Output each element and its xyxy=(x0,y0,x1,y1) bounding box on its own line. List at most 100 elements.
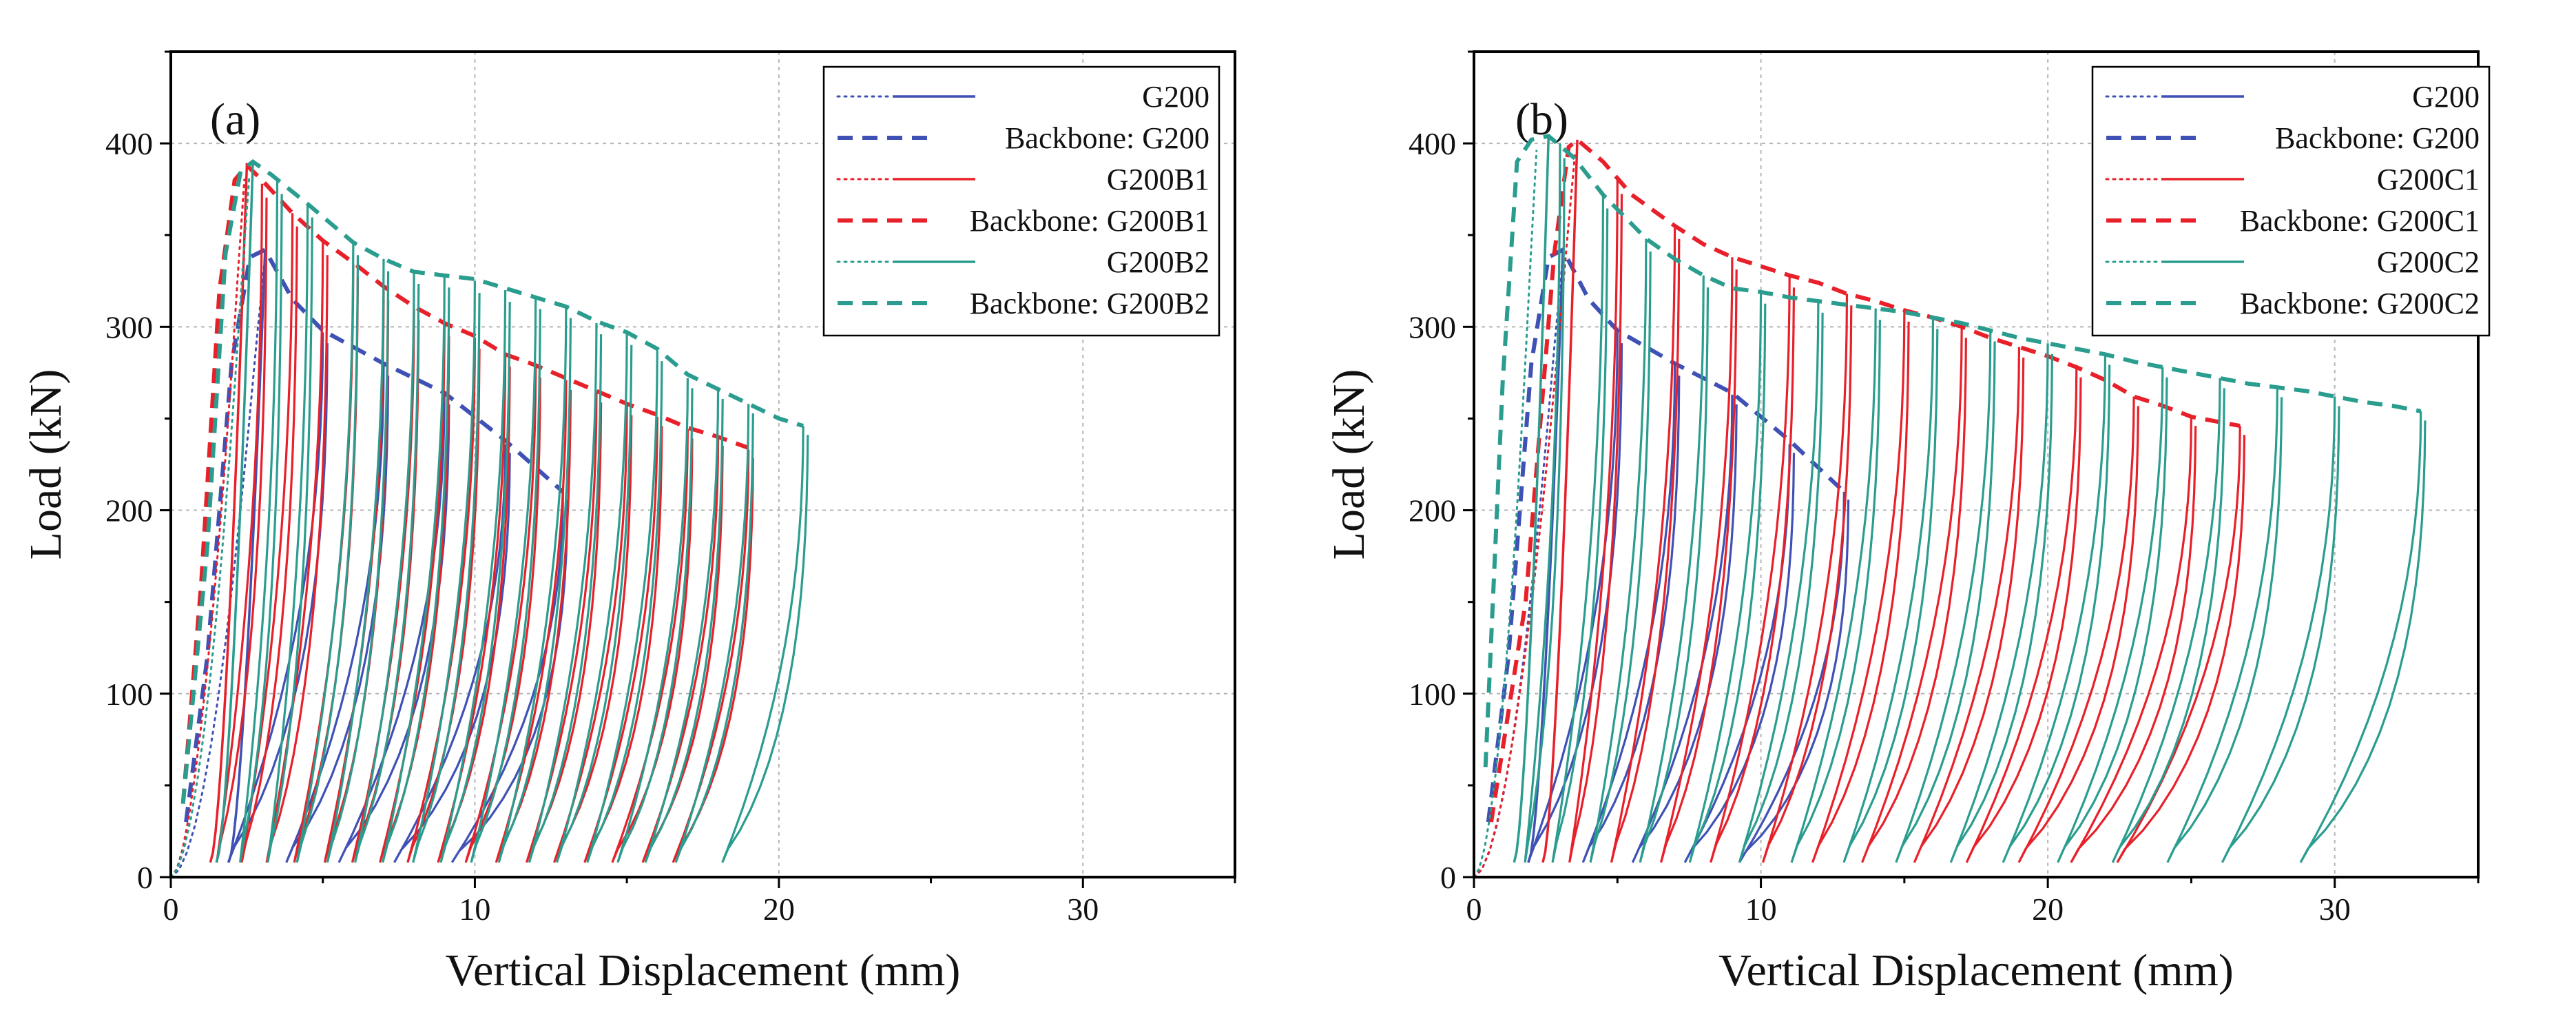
cycle-loop xyxy=(2070,416,2197,863)
plot-frame xyxy=(169,50,1236,878)
cycle-loop xyxy=(553,405,633,863)
cycle-loop xyxy=(1660,257,1738,863)
y-axis-title: Load (kN) xyxy=(1324,369,1374,560)
cycle-loop xyxy=(379,325,450,863)
legend-item: Backbone: G200C2 xyxy=(2106,287,2480,320)
cycle-loop xyxy=(295,242,360,863)
monotonic-curve xyxy=(171,261,266,877)
cycle-loop xyxy=(2002,354,2111,863)
legend-label: G200C1 xyxy=(2377,163,2480,196)
cycle-loop xyxy=(1688,291,1767,863)
y-tick-label: 400 xyxy=(1409,126,1456,161)
legend-item: Backbone: G200B2 xyxy=(838,287,1209,320)
cycle-loop xyxy=(406,338,481,863)
cycle-loop xyxy=(2111,378,2225,863)
cycle-loop xyxy=(1949,343,2053,863)
backbone-curve xyxy=(180,158,804,804)
cycle-loop xyxy=(1524,143,1566,863)
legend-box xyxy=(822,65,1221,337)
cycle-loop xyxy=(1527,332,1623,863)
series-g200c2 xyxy=(1474,134,2427,877)
legend-label: G200B1 xyxy=(1107,163,1209,196)
y-tick-label: 300 xyxy=(1409,309,1456,345)
series-g200b2 xyxy=(171,158,809,877)
cycle-loop xyxy=(265,242,329,863)
loading-curve xyxy=(215,161,254,863)
x-tick-label: 20 xyxy=(2032,892,2064,927)
legend-label: G200 xyxy=(2412,80,2480,114)
cycle-loop xyxy=(353,271,420,863)
cycle-loop xyxy=(525,393,603,863)
series-g200c1 xyxy=(1474,136,2246,877)
backbone-curve xyxy=(184,247,565,823)
plot-area xyxy=(171,158,809,877)
cycle-loop xyxy=(1811,310,1910,863)
cycle-loop xyxy=(437,356,511,863)
cycle-loop xyxy=(326,258,390,863)
loading-curve xyxy=(1527,249,1564,863)
cycle-loop xyxy=(1639,275,1710,863)
backbone-curve xyxy=(1483,134,2422,768)
monotonic-curve xyxy=(1474,153,1577,877)
legend-item: G200C2 xyxy=(2105,245,2480,279)
axis-ticks xyxy=(1463,50,2480,888)
x-tick-label: 10 xyxy=(1745,892,1777,927)
cycle-loop xyxy=(382,275,450,863)
cycle-loop xyxy=(1738,301,1824,863)
y-tick-label: 300 xyxy=(105,309,153,345)
plot-frame xyxy=(1473,50,2480,878)
cycle-loop xyxy=(1913,347,2025,863)
x-axis-title: Vertical Displacement (mm) xyxy=(446,945,961,996)
y-tick-label: 0 xyxy=(1440,860,1456,895)
legend-label: Backbone: G200B2 xyxy=(970,287,1209,320)
cycle-loop xyxy=(2221,396,2340,863)
legend-box xyxy=(2091,65,2491,337)
cycle-loop xyxy=(2116,426,2246,863)
loading-curve xyxy=(1541,139,1579,863)
legend-item: Backbone: G200 xyxy=(2106,121,2480,155)
cycle-loop xyxy=(267,203,313,863)
legend-label: Backbone: G200B1 xyxy=(970,204,1209,238)
legend: G200 Backbone: G200 G200C1 Backbone: G200C1… xyxy=(2091,65,2491,337)
y-axis-title: Load (kN) xyxy=(21,369,71,560)
cycle-loop xyxy=(1631,394,1738,863)
cycle-loop xyxy=(1790,308,1881,863)
cycle-loop xyxy=(1610,225,1681,863)
y-tick-label: 200 xyxy=(105,493,153,528)
y-tick-label: 100 xyxy=(105,677,153,712)
loading-curve xyxy=(209,165,249,863)
x-tick-label: 0 xyxy=(163,892,179,927)
backbone-curve xyxy=(180,162,749,804)
cycle-loop xyxy=(470,297,541,863)
legend-label: G200C2 xyxy=(2377,245,2480,279)
cycle-loop xyxy=(1895,330,1996,863)
cycle-loop xyxy=(641,437,724,863)
backbone-curve xyxy=(1489,136,2241,823)
cycle-loop xyxy=(2017,396,2139,863)
plot-area xyxy=(1474,134,2427,877)
legend-label: Backbone: G200C2 xyxy=(2240,287,2480,320)
x-tick-label: 20 xyxy=(763,892,795,927)
loading-curve xyxy=(1513,136,1550,863)
x-tick-label: 0 xyxy=(1466,892,1482,927)
cycle-loop xyxy=(1589,238,1652,863)
legend-label: Backbone: G200 xyxy=(1005,121,1209,155)
legend-item: G200 xyxy=(2105,80,2480,114)
legend-item: G200C1 xyxy=(2105,163,2480,196)
panel-label: (b) xyxy=(1515,94,1568,145)
x-tick-label: 30 xyxy=(1067,892,1099,927)
x-tick-label: 10 xyxy=(459,892,490,927)
cycle-loop xyxy=(616,378,694,863)
cycle-loop xyxy=(2057,367,2168,863)
cycle-loop xyxy=(497,306,572,863)
cycle-loop xyxy=(1842,317,1939,863)
cycle-loop xyxy=(2299,411,2427,863)
cycle-loop xyxy=(672,449,754,863)
x-axis-title: Vertical Displacement (mm) xyxy=(1718,945,2234,996)
cycle-loop xyxy=(556,333,633,863)
cycle-loop xyxy=(1861,327,1967,863)
legend-item: Backbone: G200C1 xyxy=(2106,204,2480,238)
cycle-loop xyxy=(644,389,724,863)
